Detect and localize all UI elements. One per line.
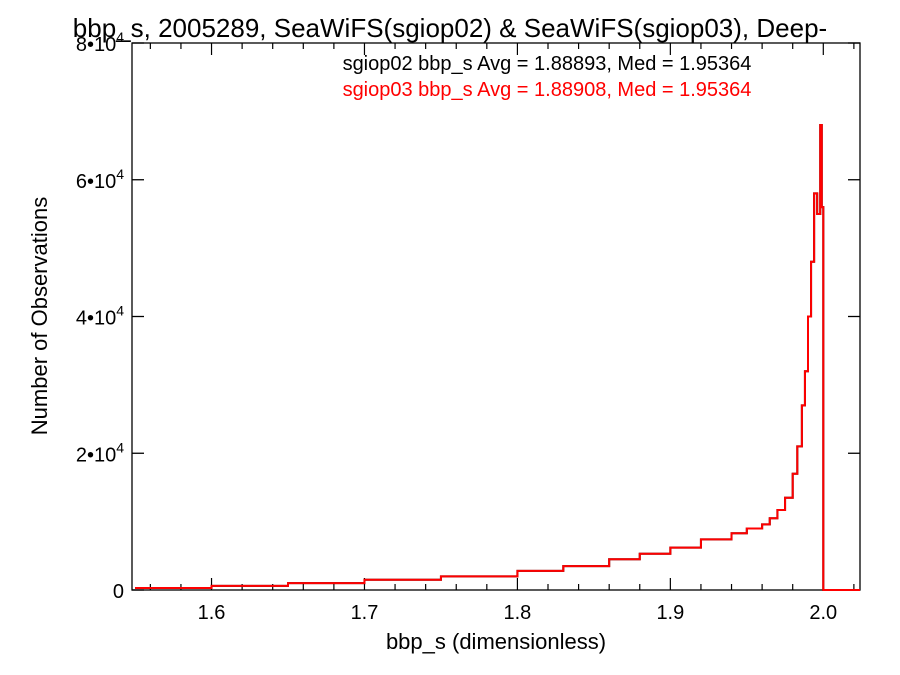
y-tick-label: 0 [113,581,124,603]
y-axis-label: Number of Observations [27,197,52,435]
plot-frame [131,42,861,591]
chart-title: bbp_s, 2005289, SeaWiFS(sgiop02) & SeaWi… [73,13,827,43]
x-tick-label: 1.7 [351,602,379,624]
x-tick-label: 1.6 [198,602,226,624]
stats-annotation-sgiop02: sgiop02 bbp_s Avg = 1.88893, Med = 1.953… [343,53,752,75]
y-tick-label: 4•104 [76,303,124,330]
y-axis: 0 2•104 4•104 6•104 8•104 [76,29,860,603]
y-tick-label: 6•104 [76,166,124,193]
x-axis-label: bbp_s (dimensionless) [386,629,606,654]
series-line-sgiop02 [135,124,860,591]
stats-annotation-sgiop03: sgiop03 bbp_s Avg = 1.88908, Med = 1.953… [343,79,752,101]
x-tick-label: 1.8 [504,602,532,624]
y-tick-label: 8•104 [76,29,124,56]
series-line-sgiop03 [135,124,860,591]
x-tick-label: 1.9 [656,602,684,624]
x-tick-label: 2.0 [809,602,837,624]
series-layer [135,124,860,591]
y-tick-label: 2•104 [76,439,124,466]
x-axis: 1.6 1.7 1.8 1.9 2.0 [149,43,855,624]
